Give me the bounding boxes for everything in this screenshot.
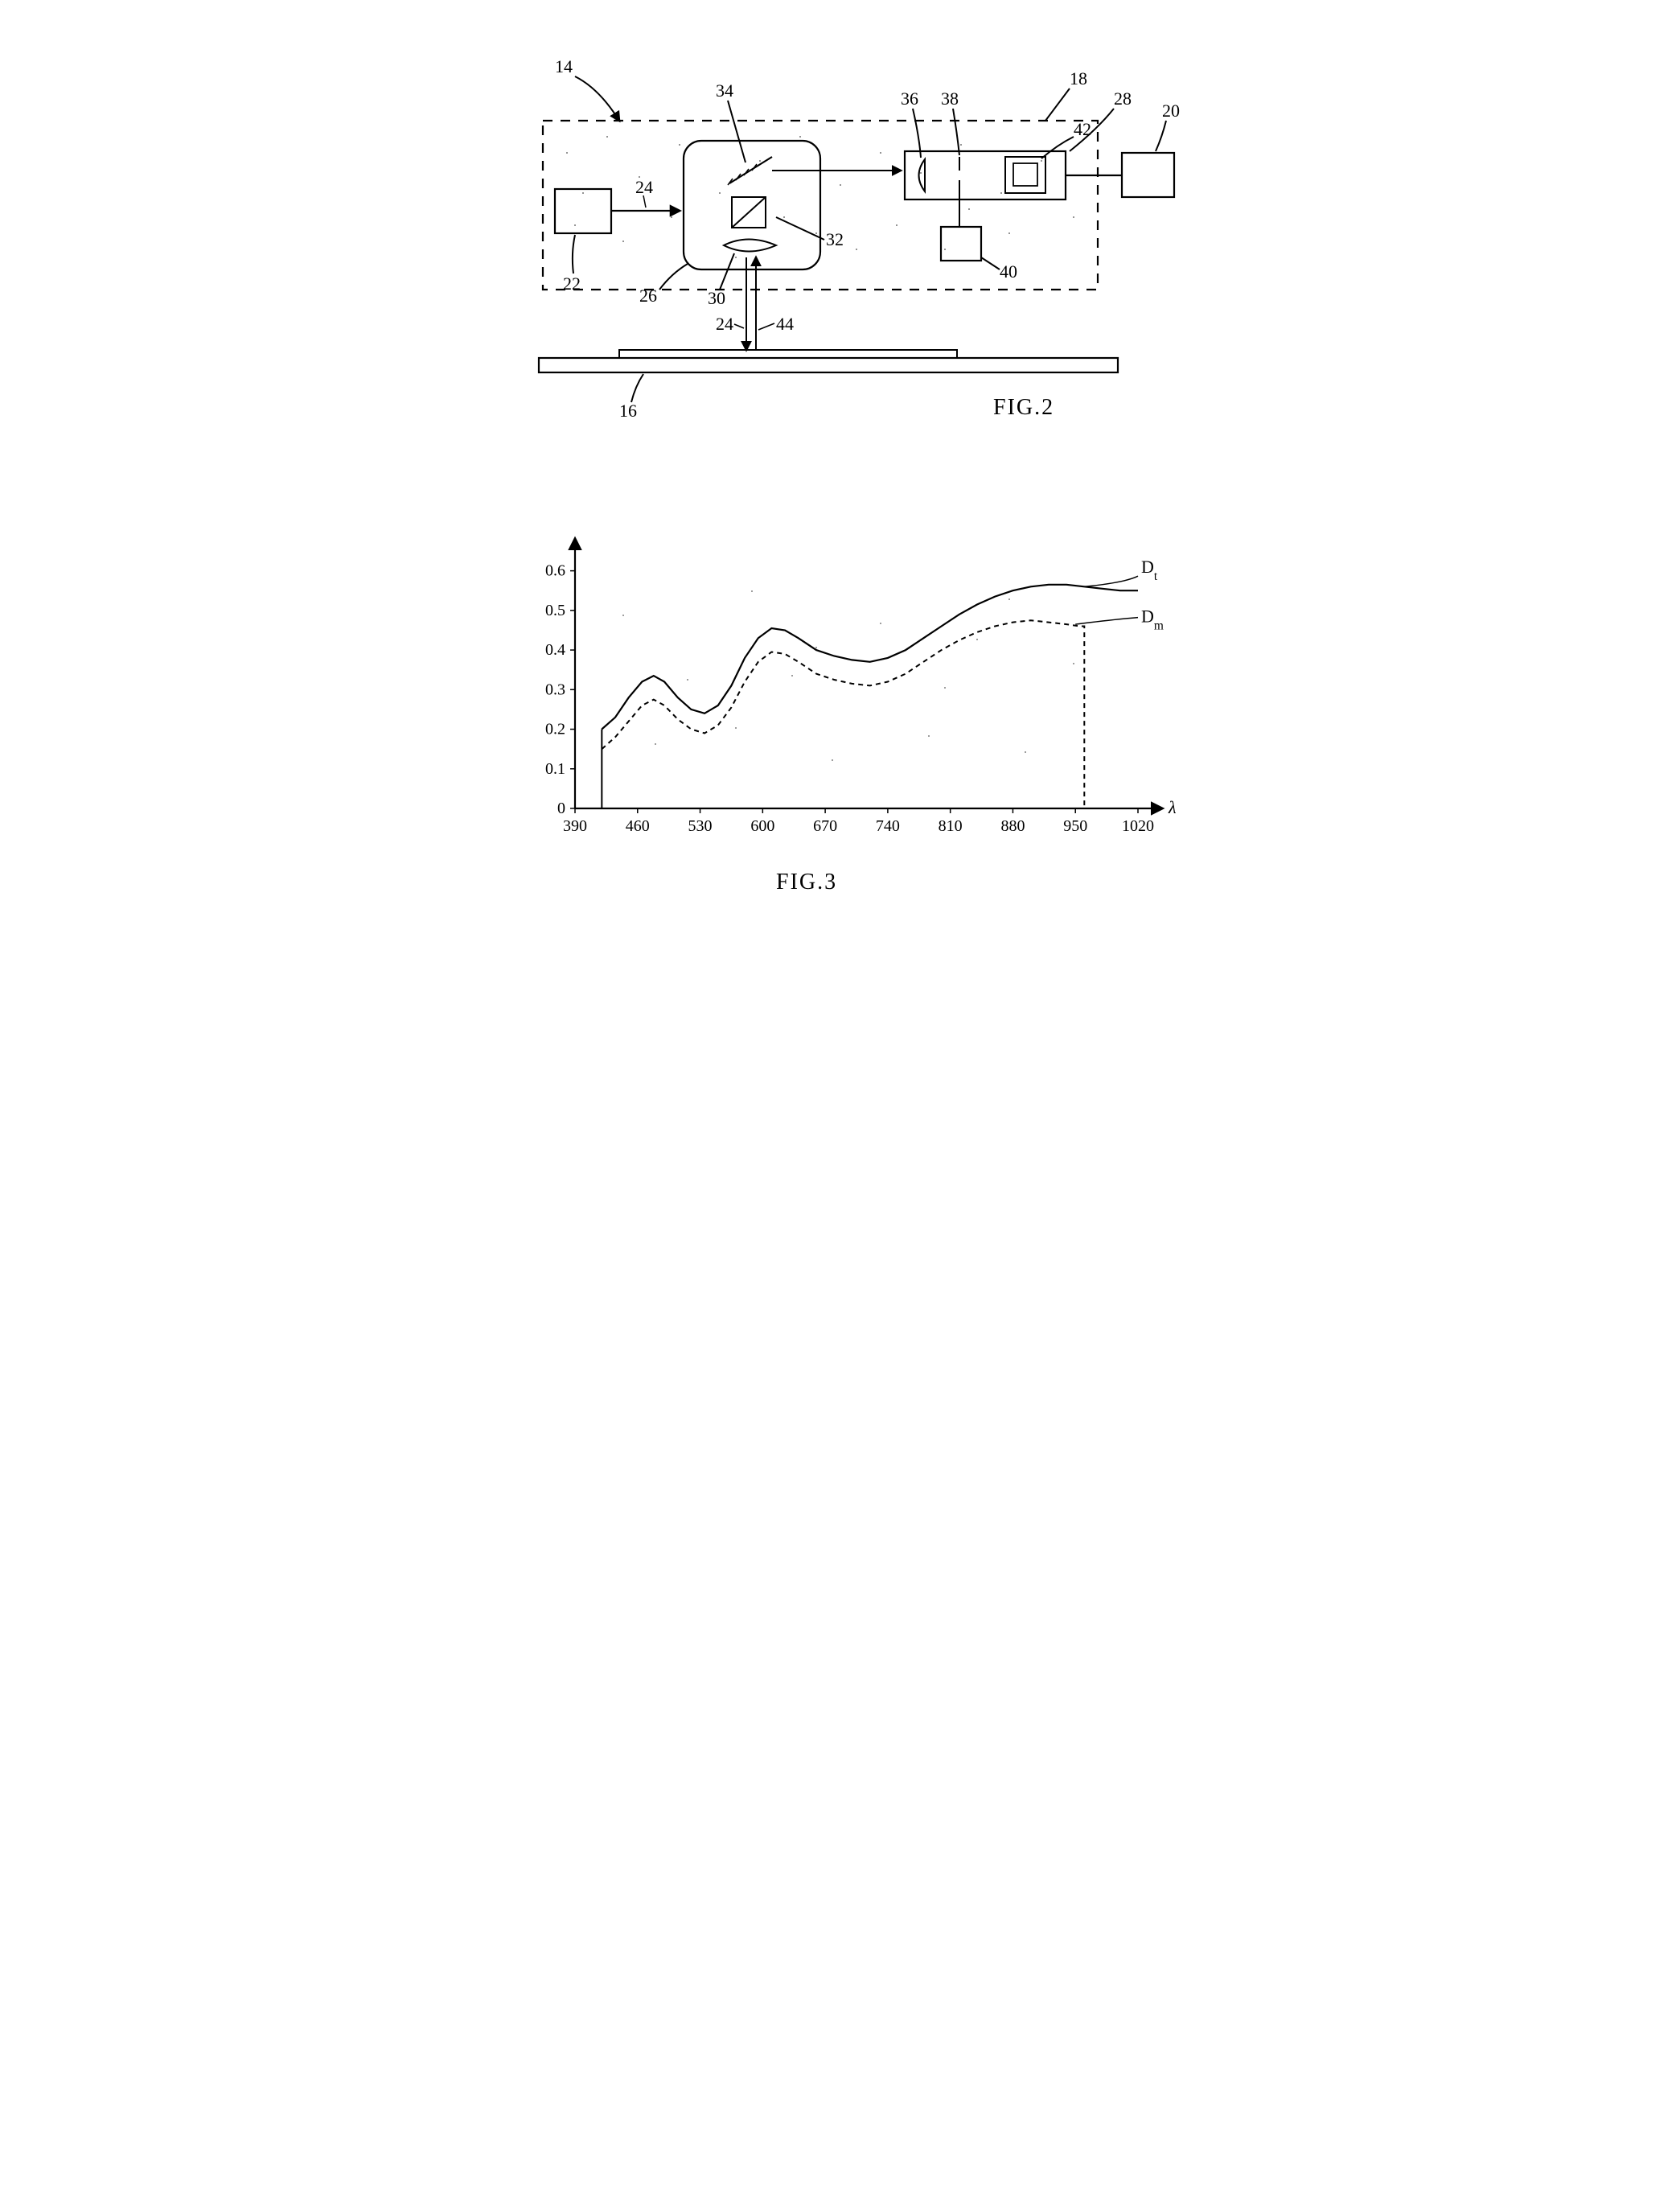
- label-38: 38: [941, 88, 959, 109]
- series-label-Dm: Dm: [1141, 607, 1164, 633]
- label-26: 26: [639, 286, 657, 306]
- label-14: 14: [555, 56, 573, 76]
- fig3-svg: 390 460 530 600 670 740 810 880 950 1020 0 0.1 0.2 0.…: [479, 519, 1202, 905]
- callout-arrow-14: [575, 76, 619, 121]
- output-box: [1122, 153, 1174, 197]
- x-tick-label: 670: [813, 817, 837, 835]
- y-tick-label: 0.5: [545, 602, 565, 619]
- x-tick-label: 950: [1063, 817, 1087, 835]
- label-40: 40: [1000, 261, 1017, 282]
- label-22: 22: [563, 273, 581, 294]
- x-axis-label: λ: [1168, 797, 1177, 817]
- aux-box-40: [941, 227, 981, 261]
- x-tick-label: 530: [688, 817, 712, 835]
- series-Dt: [602, 585, 1138, 730]
- label-20: 20: [1162, 101, 1180, 121]
- leader-32: [776, 217, 824, 240]
- label-28: 28: [1114, 88, 1132, 109]
- label-42: 42: [1074, 119, 1091, 139]
- label-34: 34: [716, 80, 733, 101]
- leader-40: [981, 257, 1000, 269]
- y-tick-label: 0.1: [545, 760, 565, 778]
- label-44: 44: [776, 314, 794, 334]
- y-tick-label: 0: [557, 800, 565, 817]
- leader-20: [1156, 121, 1166, 151]
- fig2-label: FIG.2: [993, 395, 1054, 420]
- series-label-Dt: Dt: [1141, 557, 1158, 583]
- x-tick-label: 600: [750, 817, 774, 835]
- leader-16: [631, 374, 643, 402]
- label-18: 18: [1070, 68, 1087, 88]
- optics-module: [684, 141, 820, 269]
- x-tick-label: 880: [1000, 817, 1025, 835]
- leader-36: [913, 109, 921, 158]
- x-tick-label: 460: [625, 817, 649, 835]
- leader-38: [953, 109, 959, 155]
- y-tick-label: 0.2: [545, 721, 565, 738]
- x-tick-label: 390: [563, 817, 587, 835]
- label-16: 16: [619, 401, 637, 421]
- y-tick-label: 0.4: [545, 641, 565, 659]
- label-30: 30: [708, 288, 725, 308]
- x-tick-label: 810: [938, 817, 962, 835]
- leader-34: [728, 101, 746, 162]
- fig2-svg: 14 18 22 24 26 32: [479, 32, 1202, 450]
- lens: [724, 240, 776, 252]
- series-Dm: [602, 620, 1084, 808]
- sample-layer: [619, 350, 957, 358]
- figure-3: 390 460 530 600 670 740 810 880 950 1020 0 0.1 0.2 0.…: [479, 519, 1202, 909]
- x-tick-label: 740: [875, 817, 899, 835]
- leader-42: [1041, 137, 1074, 158]
- leader-24a: [643, 195, 646, 208]
- y-tick-label: 0.6: [545, 562, 565, 580]
- leader-26: [659, 264, 688, 290]
- source-box: [555, 189, 611, 233]
- label-24a: 24: [635, 177, 653, 197]
- label-24b: 24: [716, 314, 733, 334]
- leader-18: [1045, 88, 1070, 121]
- label-32: 32: [826, 229, 844, 249]
- x-tick-label: 1020: [1122, 817, 1154, 835]
- chart-plot-area: 390 460 530 600 670 740 810 880 950 1020 0 0.1 0.2 0.…: [545, 539, 1177, 835]
- figure-2: 14 18 22 24 26 32: [479, 32, 1202, 454]
- substrate: [539, 358, 1118, 372]
- label-36: 36: [901, 88, 918, 109]
- y-tick-label: 0.3: [545, 681, 565, 698]
- fig3-label: FIG.3: [776, 870, 837, 894]
- leader-22: [572, 235, 574, 273]
- leader-30: [720, 253, 734, 290]
- detector-element: [1005, 157, 1045, 193]
- beam-splitter-diag: [732, 197, 766, 228]
- half-lens: [918, 159, 925, 191]
